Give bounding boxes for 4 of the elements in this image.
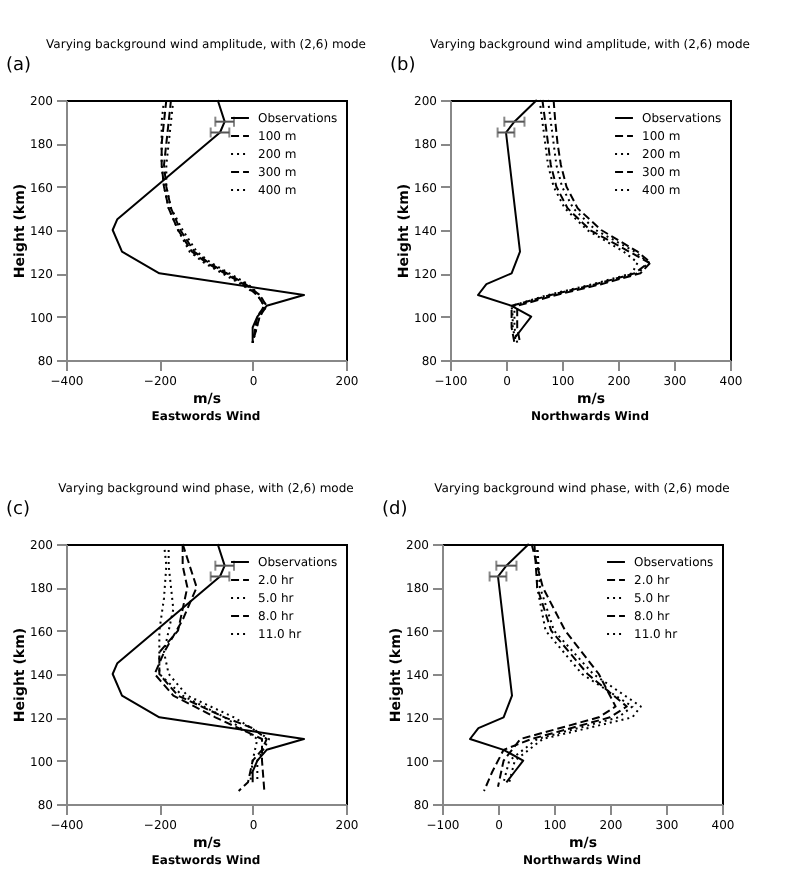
text: (b) xyxy=(390,56,416,76)
text: (d) xyxy=(382,500,408,520)
text: (c) xyxy=(6,500,30,520)
text: (a) xyxy=(6,56,32,76)
